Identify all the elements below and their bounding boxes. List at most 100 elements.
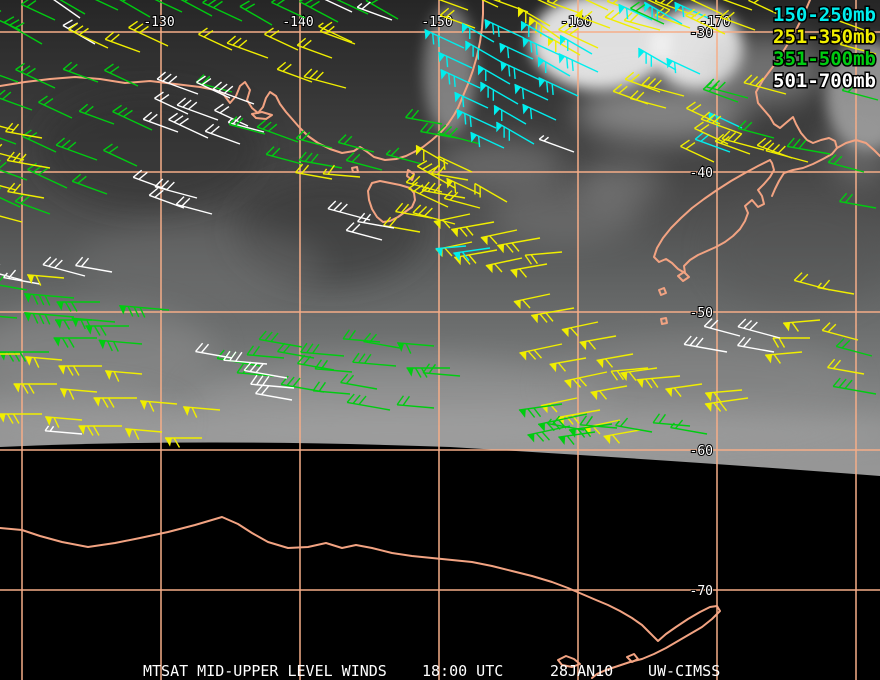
barb-pennant [438,52,445,63]
barb-full [680,139,690,147]
wind-barb [327,200,371,221]
barb-full [337,134,347,143]
barb-full [444,247,453,257]
barb-shaft [256,126,299,143]
barb-shaft [68,28,109,49]
wind-barb [105,370,143,382]
barb-full [700,133,710,142]
wind-barb [546,0,583,15]
barb-full [256,375,264,386]
wind-barb [596,353,634,369]
barb-full [847,83,857,93]
barb-shaft [299,0,339,23]
barb-full [18,153,27,163]
barb-shaft [637,47,677,71]
barb-full [410,109,420,120]
barb-shaft [176,104,219,121]
barb-full [236,363,245,374]
barb-full [841,82,851,91]
wind-barb [665,383,703,398]
barb-full [156,71,166,80]
barb-pennant [559,35,567,46]
barb-full [691,104,702,112]
barb-full [624,71,635,80]
wind-barb [276,61,313,83]
wind-barb [817,279,855,295]
barb-shaft [454,91,489,109]
longitude-label: -140 [282,15,313,30]
wind-barb [547,35,581,56]
barb-full [737,120,747,129]
barb-full [64,301,72,312]
wind-barb [75,256,113,273]
barb-full [714,133,725,142]
wind-barb [437,124,481,145]
wind-barb [7,182,45,199]
barb-pennant [480,236,488,246]
barb-full [302,39,312,48]
barb-full [529,108,533,120]
barb-half [615,420,620,427]
barb-full [265,146,275,155]
barb-shaft [168,118,209,139]
barb-full [431,164,440,175]
barb-full [133,23,144,31]
wind-barb [24,311,75,325]
barb-shaft [0,137,17,145]
barb-full [598,390,608,400]
barb-full [420,122,429,133]
barb-shaft [352,361,397,367]
barb-full [844,193,854,204]
wind-barb [71,317,116,330]
wind-barb [300,342,345,357]
barb-shaft [415,144,449,165]
wind-barb [0,143,25,161]
wind-barb [119,0,151,18]
barb-full [437,156,441,168]
wind-barb [835,338,873,357]
barb-full [296,37,307,46]
wind-barb [783,319,821,332]
barb-shaft [125,428,163,433]
barb-full [71,173,82,182]
barb-shaft [456,108,497,129]
barb-shaft [817,286,855,295]
barb-pennant [513,300,521,310]
barb-full [396,395,405,406]
caption: MTSAT MID-UPPER LEVEL WINDS 18:00 UTC 28… [143,662,720,680]
wind-barb [0,215,23,223]
wind-barb [719,9,756,31]
barb-full [19,351,27,362]
barb-full [706,113,716,122]
barb-full [269,30,280,38]
barb-full [195,342,204,353]
barb-shaft [615,424,653,433]
wind-barb [296,37,333,59]
barb-shaft [538,76,579,97]
barb-full [773,354,781,364]
barb-full [79,27,89,36]
wind-barb [340,373,378,390]
barb-full [651,378,659,388]
legend-row-501-700mb: 501-700mb [773,70,876,92]
barb-pennant [527,433,535,443]
latitude-label: -50 [690,306,713,321]
wind-barb [223,350,268,365]
wind-barb [295,130,333,149]
barb-full [63,319,71,330]
wind-barb [132,169,169,191]
barb-shaft [561,321,599,331]
barb-full [518,268,528,278]
barb-shaft [464,40,504,64]
barb-shaft [347,401,391,411]
barb-full [713,392,721,402]
wind-barb [590,385,628,401]
wind-barb [239,0,273,26]
barb-shaft [202,1,243,22]
wind-barb [299,0,339,23]
barb-full [673,62,677,74]
barb-shaft [0,125,15,131]
barb-full [765,142,775,152]
barb-full [309,70,319,79]
wind-barb [204,123,241,145]
